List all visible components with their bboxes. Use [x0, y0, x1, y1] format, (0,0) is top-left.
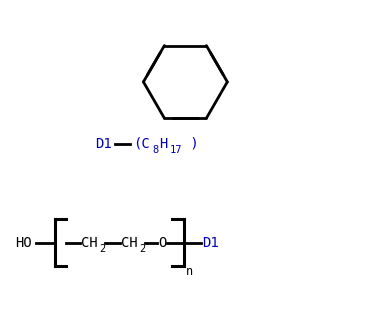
Text: O: O	[159, 235, 167, 250]
Text: HO: HO	[15, 235, 32, 250]
Text: H: H	[159, 137, 167, 151]
Text: 17: 17	[170, 146, 183, 155]
Text: D1: D1	[202, 235, 219, 250]
Text: 2: 2	[139, 244, 145, 254]
Text: 8: 8	[152, 146, 159, 155]
Text: CH: CH	[121, 235, 138, 250]
Text: CH: CH	[81, 235, 98, 250]
Text: ): )	[182, 137, 198, 151]
Text: n: n	[186, 265, 193, 278]
Text: 2: 2	[99, 244, 106, 254]
Text: (C: (C	[133, 137, 150, 151]
Text: D1: D1	[95, 137, 112, 151]
